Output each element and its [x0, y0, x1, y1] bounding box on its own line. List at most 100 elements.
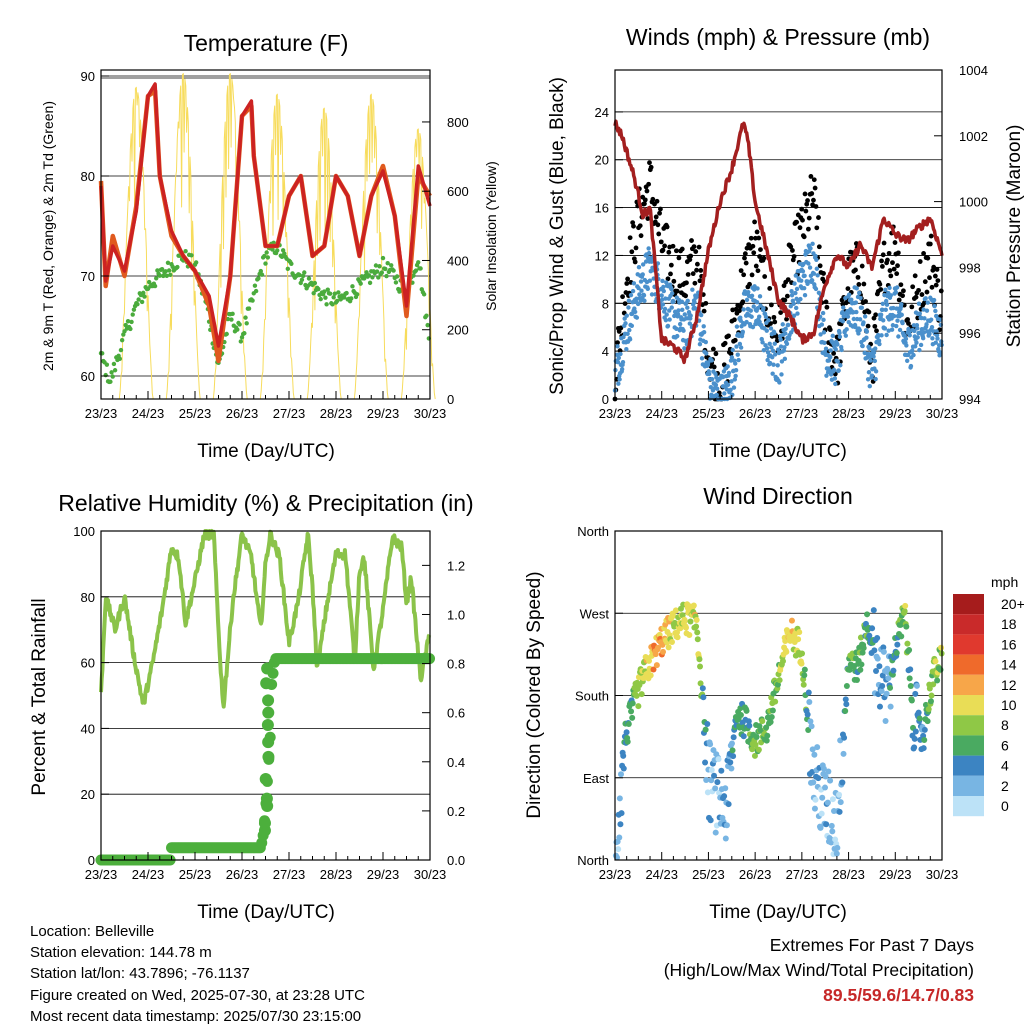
gust-point [655, 222, 661, 228]
wind-point [688, 313, 693, 318]
direction-point [800, 681, 807, 688]
dewpoint-point [384, 273, 389, 279]
direction-point [647, 672, 654, 679]
direction-x-tick-label: 26/23 [739, 867, 772, 882]
gust-point [886, 250, 892, 256]
wind-point [646, 250, 652, 256]
wind-point [889, 327, 895, 332]
gust-point [922, 279, 928, 285]
legend-swatch [953, 614, 984, 635]
solar-insolation-line [306, 107, 342, 400]
wind-point [890, 323, 896, 328]
gust-point [697, 278, 703, 284]
gust-point [809, 191, 815, 196]
direction-point [712, 785, 719, 792]
extremes-heading: Extremes For Past 7 Days [769, 935, 974, 955]
gust-point [827, 327, 833, 333]
dewpoint-point [385, 261, 390, 266]
dewpoint-point [189, 253, 194, 258]
wind-point [791, 301, 796, 306]
rh-y-tick-label: 0 [88, 853, 95, 868]
direction-y-tick-label: South [575, 689, 609, 704]
wind-point [764, 328, 769, 333]
direction-point [828, 822, 835, 829]
direction-point [825, 768, 832, 775]
gust-point [737, 308, 742, 314]
direction-point [704, 721, 711, 728]
wind-point [927, 331, 932, 336]
wind-point [931, 297, 937, 303]
precip-point [259, 772, 272, 785]
legend-label: 14 [1001, 657, 1017, 673]
gust-point [664, 224, 670, 230]
direction-point [840, 750, 847, 757]
direction-point [633, 692, 640, 699]
wind-point [873, 376, 878, 382]
wind-point [676, 308, 681, 313]
wind-point [730, 347, 735, 353]
wind-point [813, 286, 819, 292]
data-timestamp: Most recent data timestamp: 2025/07/30 2… [30, 1007, 362, 1025]
direction-point [796, 629, 803, 636]
wind-point [772, 352, 778, 357]
wind-point [699, 356, 705, 361]
wind-point [853, 324, 858, 330]
dewpoint-point [377, 264, 382, 269]
temperature-x-tick-label: 30/23 [414, 406, 447, 421]
direction-point [769, 707, 776, 714]
wind-point [888, 293, 894, 298]
wind-point [835, 342, 840, 347]
direction-point [727, 759, 734, 766]
direction-point [751, 752, 758, 759]
gust-point [668, 262, 674, 268]
wind-point [685, 305, 690, 310]
wind-point [864, 335, 869, 340]
wind-point [844, 327, 849, 332]
gust-point [898, 282, 904, 288]
direction-x-tick-label: 24/23 [645, 867, 678, 882]
gust-point [831, 350, 837, 356]
dewpoint-point [142, 294, 147, 299]
gust-point [750, 243, 756, 249]
wind-point [788, 304, 793, 309]
gust-point [662, 243, 668, 249]
gust-point [896, 297, 902, 303]
wind-point [714, 386, 720, 391]
temperature-x-tick-label: 24/23 [132, 406, 165, 421]
direction-point [898, 633, 905, 640]
gust-point [805, 226, 811, 232]
gust-point [797, 225, 803, 231]
wind-point [843, 333, 849, 338]
wind-point [766, 318, 771, 323]
winds-y-tick-label: 20 [595, 153, 609, 168]
gust-point [701, 308, 707, 314]
dewpoint-point [342, 295, 347, 300]
dewpoint-point [165, 260, 171, 266]
wind-point [636, 285, 641, 291]
wind-point [860, 343, 865, 349]
wind-point [862, 314, 868, 319]
direction-point [924, 718, 931, 725]
dewpoint-point [350, 284, 355, 289]
wind-point [641, 293, 647, 298]
dewpoint-point [146, 279, 152, 285]
temperature-panel: Temperature (F) 23/23 24/23 25/23 26/23 27/2… [40, 30, 499, 462]
dewpoint-point [139, 299, 145, 305]
direction-point [857, 666, 864, 673]
wind-point [620, 360, 626, 365]
wind-point [624, 346, 629, 352]
gust-point [674, 288, 680, 294]
gust-point [892, 240, 898, 245]
direction-point [824, 799, 831, 806]
dewpoint-point [250, 298, 255, 303]
wind-point [616, 355, 621, 361]
dewpoint-point [383, 266, 388, 272]
wind-point [789, 293, 795, 298]
winds-y2-tick-label: 1002 [959, 129, 988, 144]
direction-point [725, 801, 732, 808]
gust-point [799, 206, 805, 212]
dewpoint-point [280, 248, 286, 253]
gust-point [646, 181, 652, 187]
gust-point [811, 197, 816, 203]
direction-point [887, 684, 894, 691]
